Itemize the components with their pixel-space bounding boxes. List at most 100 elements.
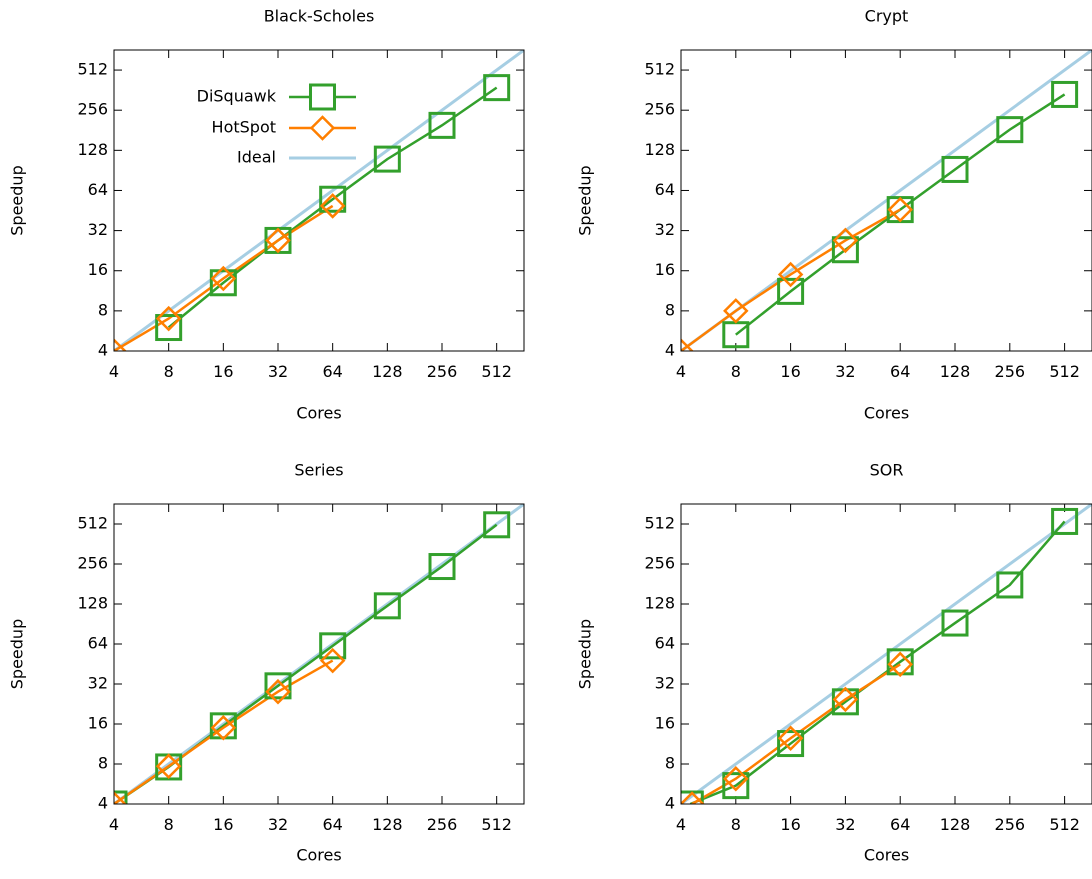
legend-label-ideal: Ideal xyxy=(237,148,276,167)
y-tick-label: 128 xyxy=(644,593,675,612)
data-point-hotspot xyxy=(210,714,237,741)
x-tick-label: 64 xyxy=(322,815,342,834)
series-line-ideal xyxy=(114,50,524,351)
x-tick-label: 8 xyxy=(731,815,741,834)
data-point-disquawk xyxy=(155,314,183,342)
data-point-hotspot xyxy=(832,686,859,713)
y-tick-label: 4 xyxy=(98,341,108,360)
legend-label-disquawk: DiSquawk xyxy=(197,87,277,106)
y-tick-label: 256 xyxy=(644,553,675,572)
x-axis-label: Cores xyxy=(296,404,341,423)
x-tick-label: 8 xyxy=(164,815,174,834)
y-tick-label: 32 xyxy=(88,673,108,692)
chart-title: Crypt xyxy=(865,7,909,26)
x-tick-label: 32 xyxy=(268,362,288,381)
x-axis-label: Cores xyxy=(296,846,341,865)
series-line-ideal xyxy=(114,504,524,804)
y-tick-label: 128 xyxy=(77,593,108,612)
y-axis-label: Speedup xyxy=(576,619,595,689)
x-tick-label: 8 xyxy=(164,362,174,381)
x-tick-label: 16 xyxy=(213,362,233,381)
data-point-disquawk xyxy=(1051,80,1079,108)
x-tick-label: 512 xyxy=(481,362,512,381)
series-line-hotspot xyxy=(691,663,901,804)
y-tick-label: 32 xyxy=(88,220,108,239)
data-point-hotspot xyxy=(155,305,182,332)
x-tick-label: 16 xyxy=(780,362,800,381)
x-tick-label: 16 xyxy=(780,815,800,834)
plot-area xyxy=(114,50,524,351)
data-point-disquawk xyxy=(319,632,347,660)
data-point-disquawk xyxy=(681,790,704,804)
series-line-hotspot xyxy=(681,208,901,351)
data-point-hotspot xyxy=(777,725,804,752)
chart-panel-sor: SOR Cores Speedup 4 8 16 32 64 128 256 512 4 8 16 32 64… xyxy=(576,461,1092,865)
x-tick-label: 256 xyxy=(427,815,458,834)
x-tick-label: 4 xyxy=(676,362,686,381)
data-point-disquawk xyxy=(996,571,1024,599)
data-point-disquawk xyxy=(483,511,511,539)
data-point-disquawk xyxy=(777,730,805,758)
data-point-hotspot xyxy=(155,753,182,779)
plot-area xyxy=(681,504,1092,804)
y-tick-label: 512 xyxy=(77,513,108,532)
chart-panel-series: Series Cores Speedup 4 8 16 32 64 128 256 512 4 8 16 3… xyxy=(8,461,525,865)
x-tick-label: 32 xyxy=(835,362,855,381)
x-tick-label: 128 xyxy=(940,362,971,381)
y-tick-label: 512 xyxy=(77,60,108,79)
data-point-disquawk xyxy=(428,553,456,581)
data-point-hotspot xyxy=(887,651,913,678)
data-point-disquawk xyxy=(319,185,347,213)
series-line-ideal xyxy=(681,504,1092,804)
y-tick-label: 256 xyxy=(77,553,108,572)
series-line-hotspot xyxy=(114,659,334,804)
y-tick-label: 64 xyxy=(655,633,675,652)
x-tick-label: 128 xyxy=(940,815,971,834)
data-point-hotspot xyxy=(210,265,237,292)
y-tick-label: 16 xyxy=(88,260,108,279)
y-tick-label: 512 xyxy=(644,60,675,79)
x-tick-label: 32 xyxy=(268,815,288,834)
x-tick-label: 64 xyxy=(890,362,910,381)
chart-panel-black-scholes: Black-Scholes Cores Speedup 4 8 16 32 64 128 256 5… xyxy=(8,7,525,423)
data-point-hotspot xyxy=(887,196,913,223)
x-tick-label: 8 xyxy=(731,362,741,381)
data-point-disquawk xyxy=(209,269,237,297)
x-tick-label: 128 xyxy=(372,815,403,834)
data-point-hotspot xyxy=(319,193,346,219)
x-tick-label: 4 xyxy=(109,362,119,381)
x-tick-label: 128 xyxy=(372,362,403,381)
data-point-disquawk xyxy=(1051,507,1079,535)
x-tick-label: 64 xyxy=(890,815,910,834)
y-tick-label: 16 xyxy=(655,260,675,279)
y-tick-label: 8 xyxy=(665,753,675,772)
data-point-disquawk xyxy=(831,236,859,264)
plot-frame xyxy=(113,49,525,352)
y-tick-label: 128 xyxy=(644,140,675,159)
x-tick-label: 256 xyxy=(995,362,1026,381)
legend: DiSquawk HotSpot Ideal xyxy=(197,83,356,167)
data-point-disquawk xyxy=(264,672,292,700)
x-tick-label: 4 xyxy=(676,815,686,834)
x-tick-label: 16 xyxy=(213,815,233,834)
y-tick-label: 16 xyxy=(88,713,108,732)
chart-title: Series xyxy=(294,461,343,480)
legend-marker-hotspot xyxy=(309,115,336,141)
y-tick-label: 64 xyxy=(88,180,108,199)
x-tick-label: 256 xyxy=(427,362,458,381)
data-point-hotspot xyxy=(114,338,127,351)
plot-frame xyxy=(680,503,1092,805)
legend-label-hotspot: HotSpot xyxy=(212,118,276,137)
series-line-hotspot xyxy=(114,204,334,351)
data-point-hotspot xyxy=(723,298,749,324)
y-tick-label: 4 xyxy=(665,341,675,360)
data-point-hotspot xyxy=(777,261,804,288)
y-tick-label: 256 xyxy=(644,100,675,119)
y-tick-label: 64 xyxy=(655,180,675,199)
x-tick-label: 4 xyxy=(109,815,119,834)
data-point-disquawk xyxy=(373,145,401,173)
chart-panel-crypt: Crypt Cores Speedup 4 8 16 32 64 128 256 512 4 8 16 32… xyxy=(576,7,1092,423)
x-tick-label: 256 xyxy=(995,815,1026,834)
data-point-disquawk xyxy=(428,111,456,139)
y-axis-label: Speedup xyxy=(8,165,27,235)
